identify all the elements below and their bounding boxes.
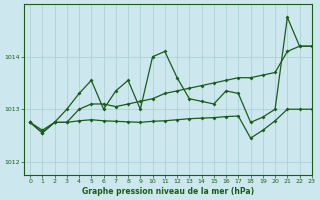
X-axis label: Graphe pression niveau de la mer (hPa): Graphe pression niveau de la mer (hPa) xyxy=(82,187,254,196)
